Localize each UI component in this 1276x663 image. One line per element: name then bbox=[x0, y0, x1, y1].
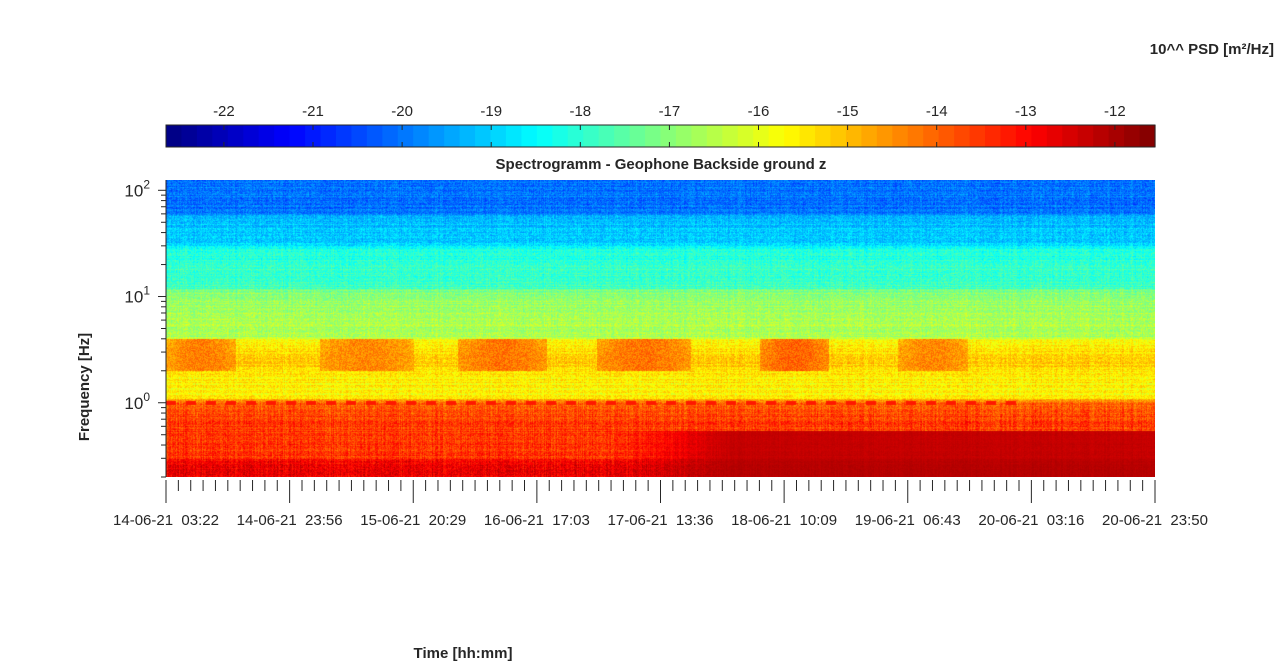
colorbar-swatch bbox=[351, 125, 368, 147]
colorbar-swatch bbox=[382, 125, 399, 147]
colorbar-swatch bbox=[583, 125, 600, 147]
colorbar-swatch bbox=[861, 125, 878, 147]
colorbar-swatch bbox=[985, 125, 1002, 147]
colorbar-swatch bbox=[614, 125, 631, 147]
colorbar-swatch bbox=[954, 125, 971, 147]
colorbar-tick-label: -14 bbox=[926, 103, 948, 120]
colorbar-swatch bbox=[305, 125, 322, 147]
x-axis: 14-06-21 03:22 14-06-21 23:56 15-06-21 20:… bbox=[113, 480, 1208, 529]
colorbar-swatch bbox=[1046, 125, 1063, 147]
colorbar-tick-label: -20 bbox=[391, 103, 413, 120]
colorbar-swatch bbox=[768, 125, 785, 147]
colorbar-swatch bbox=[1093, 125, 1110, 147]
colorbar-swatch bbox=[938, 125, 955, 147]
colorbar-swatch bbox=[181, 125, 198, 147]
colorbar-swatch bbox=[1000, 125, 1017, 147]
colorbar-swatch bbox=[335, 125, 353, 147]
colorbar-tick-label: -21 bbox=[302, 103, 324, 120]
colorbar-swatch bbox=[413, 125, 430, 147]
x-tick-label: 18-06-21 10:09 bbox=[731, 512, 837, 529]
colorbar-tick-label: -19 bbox=[480, 103, 502, 120]
colorbar-swatch bbox=[845, 125, 862, 147]
spectrogram-heatmap bbox=[166, 180, 1155, 477]
colorbar-tick-label: -18 bbox=[569, 103, 591, 120]
colorbar-swatch bbox=[166, 125, 183, 147]
colorbar-swatch bbox=[1108, 125, 1125, 147]
colorbar-swatch bbox=[675, 125, 693, 147]
colorbar-swatch bbox=[320, 125, 337, 147]
colorbar-tick-label: -22 bbox=[213, 103, 235, 120]
colorbar-swatch bbox=[258, 125, 275, 147]
y-tick-label: 100 bbox=[124, 390, 150, 413]
colorbar-swatch bbox=[706, 125, 723, 147]
colorbar-swatch bbox=[552, 125, 569, 147]
x-tick-label: 20-06-21 23:50 bbox=[1102, 512, 1208, 529]
colorbar-swatch bbox=[196, 125, 213, 147]
colorbar-tick-label: -16 bbox=[748, 103, 770, 120]
colorbar-swatch bbox=[212, 125, 229, 147]
colorbar: -22 -21 -20 -19 -18 -17 -16 -15 -14 -13 -12 bbox=[165, 103, 1156, 148]
colorbar-swatch bbox=[923, 125, 940, 147]
colorbar-tick-label: -15 bbox=[837, 103, 859, 120]
colorbar-swatch bbox=[784, 125, 801, 147]
colorbar-swatch bbox=[598, 125, 615, 147]
colorbar-swatch bbox=[1015, 125, 1032, 147]
colorbar-swatch bbox=[289, 125, 306, 147]
x-tick-label: 14-06-21 23:56 bbox=[237, 512, 343, 529]
colorbar-swatch bbox=[521, 125, 538, 147]
colorbar-tick-label: -17 bbox=[659, 103, 681, 120]
colorbar-swatch bbox=[505, 125, 523, 147]
colorbar-swatch bbox=[830, 125, 847, 147]
colorbar-swatch bbox=[799, 125, 816, 147]
colorbar-swatch bbox=[722, 125, 739, 147]
colorbar-swatch bbox=[969, 125, 986, 147]
colorbar-swatch bbox=[660, 125, 677, 147]
colorbar-swatch bbox=[892, 125, 909, 147]
colorbar-tick-label: -13 bbox=[1015, 103, 1037, 120]
colorbar-swatch bbox=[645, 125, 662, 147]
colorbar-swatch bbox=[737, 125, 754, 147]
x-tick-label: 14-06-21 03:22 bbox=[113, 512, 219, 529]
colorbar-swatch bbox=[428, 125, 445, 147]
colorbar-swatch bbox=[1062, 125, 1079, 147]
x-tick-label: 15-06-21 20:29 bbox=[360, 512, 466, 529]
y-axis: 100 101 102 bbox=[124, 177, 167, 478]
colorbar-swatch bbox=[1077, 125, 1094, 147]
colorbar-swatch bbox=[274, 125, 291, 147]
colorbar-swatch bbox=[691, 125, 708, 147]
x-axis-label: Time [hh:mm] bbox=[414, 645, 513, 662]
colorbar-swatch bbox=[366, 125, 383, 147]
colorbar-tick-label: -12 bbox=[1104, 103, 1126, 120]
colorbar-swatch bbox=[490, 125, 507, 147]
x-tick-label: 19-06-21 06:43 bbox=[855, 512, 961, 529]
colorbar-swatch bbox=[475, 125, 492, 147]
y-tick-label: 101 bbox=[124, 284, 150, 307]
colorbar-swatch bbox=[907, 125, 924, 147]
colorbar-frame bbox=[165, 124, 1156, 148]
colorbar-swatch bbox=[629, 125, 646, 147]
chart-title: Spectrogramm - Geophone Backside ground … bbox=[496, 156, 827, 173]
colorbar-swatch bbox=[444, 125, 461, 147]
colorbar-swatch bbox=[243, 125, 260, 147]
colorbar-label: 10^^ PSD [m²/Hz] bbox=[1150, 41, 1274, 58]
colorbar-swatch bbox=[227, 125, 244, 147]
colorbar-swatch bbox=[397, 125, 414, 147]
colorbar-swatch bbox=[536, 125, 553, 147]
colorbar-swatch bbox=[876, 125, 893, 147]
colorbar-swatch bbox=[1139, 125, 1156, 147]
colorbar-swatch bbox=[1031, 125, 1048, 147]
y-tick-label: 102 bbox=[124, 177, 150, 200]
x-tick-label: 17-06-21 13:36 bbox=[608, 512, 714, 529]
x-tick-label: 20-06-21 03:16 bbox=[978, 512, 1084, 529]
y-axis-label: Frequency [Hz] bbox=[76, 333, 93, 441]
colorbar-swatch bbox=[815, 125, 832, 147]
colorbar-swatch bbox=[567, 125, 584, 147]
colorbar-swatch bbox=[1124, 125, 1141, 147]
x-tick-label: 16-06-21 17:03 bbox=[484, 512, 590, 529]
colorbar-swatch bbox=[459, 125, 476, 147]
colorbar-swatch bbox=[753, 125, 770, 147]
